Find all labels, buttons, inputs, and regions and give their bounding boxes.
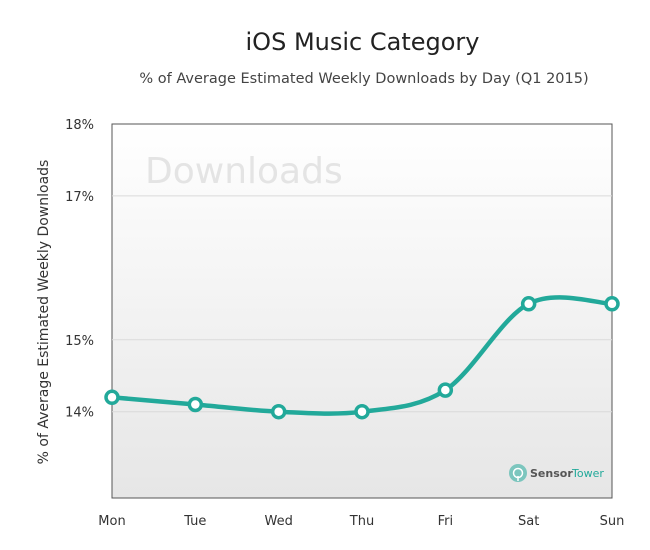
x-tick-label: Sun xyxy=(600,514,625,529)
chart-title: iOS Music Category xyxy=(245,28,480,56)
x-tick-label: Fri xyxy=(438,514,454,529)
data-point xyxy=(104,389,120,406)
sensortower-logo: Sensor Tower xyxy=(509,464,604,482)
y-tick-label: 18% xyxy=(65,118,94,133)
series-group xyxy=(104,295,620,420)
brand-tower: Tower xyxy=(571,467,604,480)
data-point xyxy=(520,296,537,312)
data-point xyxy=(604,296,620,312)
data-point xyxy=(270,403,287,420)
data-point xyxy=(187,396,204,413)
x-tick-label: Tue xyxy=(183,514,206,529)
logo-mark-icon xyxy=(509,464,527,482)
x-tick-label: Thu xyxy=(349,514,374,529)
x-tick-label: Mon xyxy=(98,514,125,529)
data-point xyxy=(437,382,454,398)
x-axis-ticks: Mon Tue Wed Thu Fri Sat Sun xyxy=(98,514,624,529)
y-tick-label: 17% xyxy=(65,190,94,205)
chart-subtitle: % of Average Estimated Weekly Downloads … xyxy=(139,71,589,87)
y-axis-ticks: 18% 17% 15% 14% xyxy=(65,118,94,421)
x-tick-label: Wed xyxy=(264,514,292,529)
y-tick-label: 14% xyxy=(65,406,94,421)
data-point xyxy=(354,403,370,420)
brand-sensor: Sensor xyxy=(530,467,573,480)
y-axis-label: % of Average Estimated Weekly Downloads xyxy=(36,160,52,465)
x-tick-label: Sat xyxy=(518,514,539,529)
y-tick-label: 15% xyxy=(65,334,94,349)
watermark-text: Downloads xyxy=(145,151,343,192)
